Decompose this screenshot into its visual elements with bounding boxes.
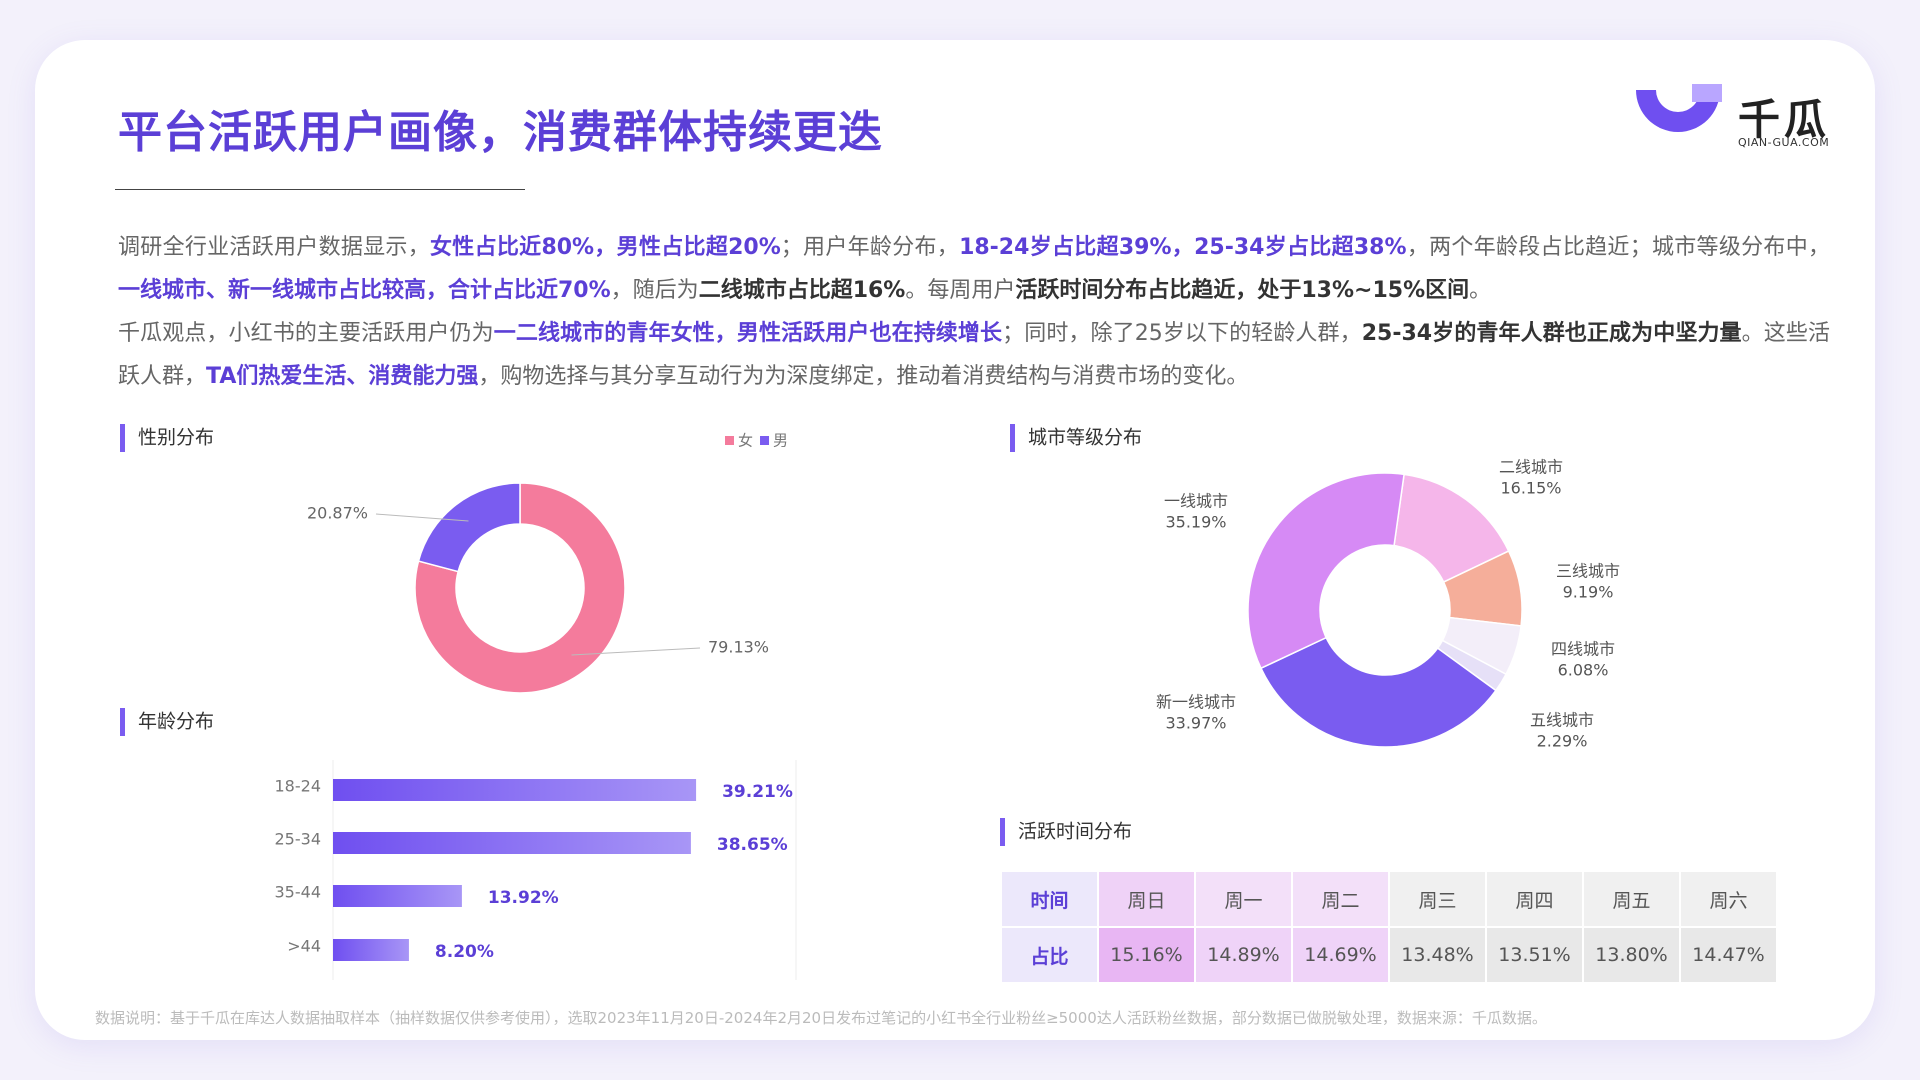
table-cell: 15.16% [1099, 928, 1194, 982]
logo-shape [1692, 84, 1722, 102]
table-header-cell: 周三 [1390, 872, 1485, 926]
table-header-cell: 周四 [1487, 872, 1582, 926]
y-tick-label: 18-24 [275, 777, 322, 796]
leader-line [375, 513, 469, 522]
text-segment: 活跃时间分布占比趋近，处于13%~15%区间 [1015, 278, 1470, 303]
table-header-cell: 周六 [1681, 872, 1776, 926]
slice-label: 二线城市 [1499, 458, 1563, 477]
pie-slice [417, 482, 521, 573]
pie-slice [1259, 636, 1497, 748]
text-segment: 25-34岁的青年人群也正成为中坚力量 [1361, 321, 1742, 346]
active-time-table: 时间 周日 周一 周二 周三 周四 周五 周六 占比 15.16% 14.89% 14.69% 13.4… [1000, 870, 1778, 984]
table-row: 时间 周日 周一 周二 周三 周四 周五 周六 [1002, 872, 1776, 926]
slice-value: 16.15% [1500, 479, 1561, 498]
logo-icon [1636, 84, 1722, 132]
table-cell: 13.48% [1390, 928, 1485, 982]
table-cell: 13.51% [1487, 928, 1582, 982]
slice-label: 新一线城市 [1156, 693, 1236, 712]
bar-value: 39.21% [722, 782, 793, 802]
summary: 调研全行业活跃用户数据显示，女性占比近80%，男性占比超20%；用户年龄分布，1… [118, 226, 1830, 398]
text-segment: 。这些活跃人群， [118, 321, 1830, 389]
legend-label: 男 [773, 432, 788, 450]
section-marker [1000, 818, 1005, 846]
paragraph: 调研全行业活跃用户数据显示，女性占比近80%，男性占比超20%；用户年龄分布，1… [118, 226, 1830, 312]
pie-slice [414, 482, 626, 694]
text-segment: 一线城市、新一线城市占比较高，合计占比近70% [118, 278, 611, 303]
text-segment: ，两个年龄段占比趋近；城市等级分布中， [1406, 235, 1830, 260]
logo-name: 千瓜 [1738, 95, 1831, 144]
bar [333, 939, 409, 961]
title-rule [115, 189, 525, 190]
table-cell: 占比 [1002, 928, 1097, 982]
section-marker [120, 424, 125, 452]
table-header-cell: 周二 [1293, 872, 1388, 926]
slice-value: 20.87% [307, 504, 368, 523]
text-segment: 。 [1469, 278, 1492, 303]
text-segment: 调研全行业活跃用户数据显示， [118, 235, 431, 260]
y-tick-label: >44 [287, 937, 321, 956]
page-title: 平台活跃用户画像，消费群体持续更迭 [118, 107, 883, 158]
slice-label: 一线城市 [1164, 492, 1228, 511]
slice-value: 35.19% [1165, 513, 1226, 532]
slice-value: 9.19% [1563, 583, 1614, 602]
section-title: 年龄分布 [138, 711, 214, 733]
table-cell: 13.80% [1584, 928, 1679, 982]
table-cell: 14.47% [1681, 928, 1776, 982]
legend-swatch [725, 436, 734, 445]
section-marker [1010, 424, 1015, 452]
bar-value: 8.20% [435, 942, 494, 962]
slice-value: 2.29% [1537, 732, 1588, 751]
text-segment: ，购物选择与其分享互动行为为深度绑定，推动着消费结构与消费市场的变化。 [478, 364, 1249, 389]
section-title: 性别分布 [138, 427, 214, 449]
bar [333, 832, 691, 854]
text-segment: 女性占比近80%，男性占比超20% [430, 235, 781, 260]
text-segment: ，随后为 [610, 278, 699, 303]
text-segment: ；同时，除了25岁以下的轻龄人群， [1002, 321, 1362, 346]
table-row: 占比 15.16% 14.89% 14.69% 13.48% 13.51% 13.80% 14… [1002, 928, 1776, 982]
text-segment: ；用户年龄分布， [780, 235, 960, 260]
legend-swatch [760, 436, 770, 445]
leader-line [571, 647, 701, 656]
bar [333, 779, 697, 801]
section-title: 城市等级分布 [1028, 427, 1142, 449]
y-tick-label: 25-34 [275, 830, 322, 849]
section-title: 活跃时间分布 [1018, 821, 1132, 843]
text-segment: 18-24岁占比超39%，25-34岁占比超38% [959, 235, 1407, 260]
text-segment: TA们热爱生活、消费能力强 [206, 364, 479, 389]
y-tick-label: 35-44 [275, 883, 322, 902]
logo-url: QIAN-GUA.COM [1738, 136, 1830, 149]
table-header-cell: 周日 [1099, 872, 1194, 926]
text-segment: 千瓜观点，小红书的主要活跃用户仍为 [118, 321, 494, 346]
text-segment: 一二线城市的青年女性，男性活跃用户也在持续增长 [493, 321, 1003, 346]
table-cell: 14.89% [1196, 928, 1291, 982]
table-cell: 14.69% [1293, 928, 1388, 982]
section-marker [120, 708, 125, 736]
footnote: 数据说明：基于千瓜在库达人数据抽取样本（抽样数据仅供参考使用），选取2023年1… [95, 1009, 1547, 1027]
paragraph: 千瓜观点，小红书的主要活跃用户仍为一二线城市的青年女性，男性活跃用户也在持续增长… [118, 312, 1830, 398]
slice-value: 33.97% [1165, 714, 1226, 733]
legend-label: 女 [738, 432, 753, 450]
bar-value: 13.92% [488, 888, 559, 908]
text-segment: 二线城市占比超16% [698, 278, 906, 303]
slice-value: 6.08% [1558, 661, 1609, 680]
bar-value: 38.65% [717, 835, 788, 855]
bar [333, 885, 462, 907]
slice-label: 五线城市 [1530, 711, 1594, 730]
table-header-cell: 周一 [1196, 872, 1291, 926]
text-segment: 。每周用户 [905, 278, 1016, 303]
slice-value: 79.13% [708, 638, 769, 657]
table-header-cell: 周五 [1584, 872, 1679, 926]
pie-slice [1247, 472, 1405, 670]
slice-label: 三线城市 [1556, 562, 1620, 581]
table-header-cell: 时间 [1002, 872, 1097, 926]
slice-label: 四线城市 [1551, 640, 1615, 659]
